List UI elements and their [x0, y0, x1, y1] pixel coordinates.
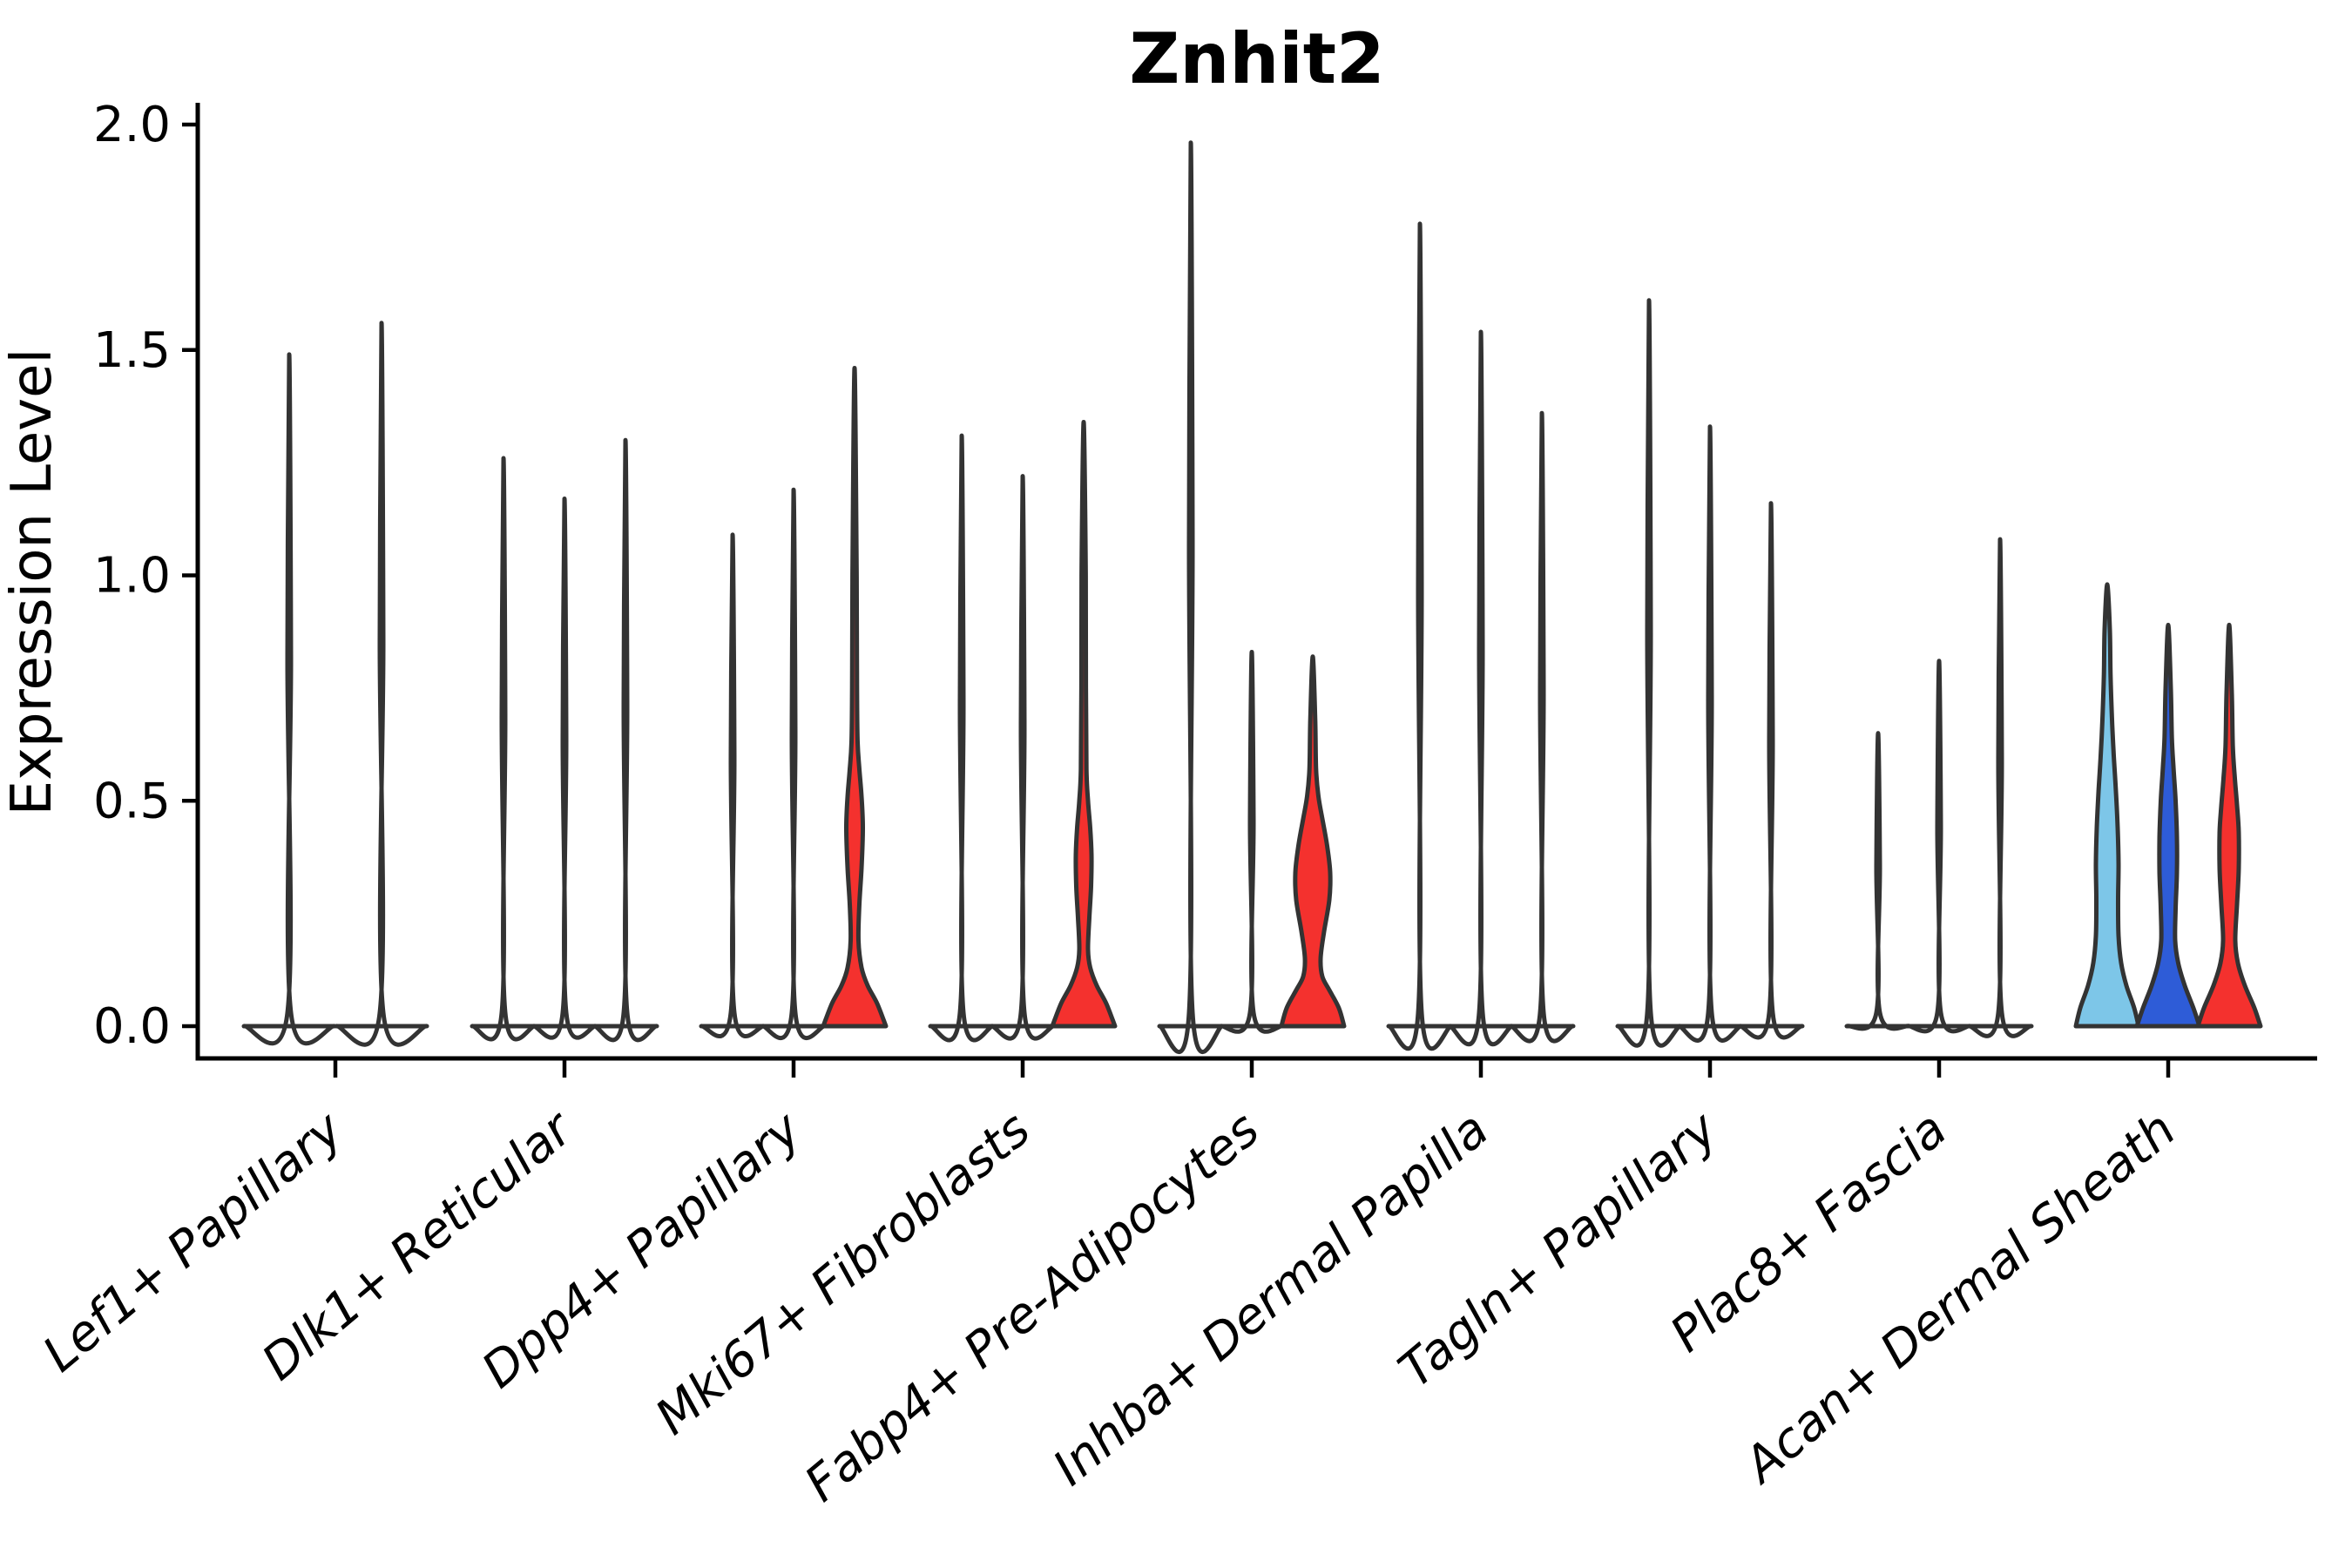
y-tick-label: 2.0	[93, 97, 171, 153]
violin-layer	[241, 140, 2263, 1055]
x-tick-label: Fabp4+ Pre-Adipocytes	[794, 1101, 1270, 1513]
violin-plac8-2	[1905, 659, 1973, 1034]
y-tick-label: 1.5	[93, 322, 171, 379]
violin-dpp4-3	[821, 366, 889, 1029]
violin-acan-3	[2195, 622, 2263, 1029]
violin-plac8-1	[1844, 731, 1912, 1031]
x-tick-label: Acan+ Dermal Sheath	[1732, 1101, 2186, 1496]
violin-acan-2	[2134, 622, 2202, 1029]
violin-dpp4-1	[699, 532, 767, 1038]
violin-inhba-1	[1386, 221, 1454, 1051]
violin-tagln-1	[1615, 298, 1683, 1048]
violin-tagln-2	[1676, 424, 1744, 1043]
y-tick-label: 1.0	[93, 548, 171, 605]
y-axis-label: Expression Level	[0, 348, 64, 816]
violin-plac8-3	[1966, 537, 2034, 1038]
violin-lef1-2	[334, 321, 429, 1047]
violin-inhba-2	[1447, 329, 1515, 1047]
y-tick-label: 0.5	[93, 773, 171, 829]
y-tick-label: 0.0	[93, 998, 171, 1055]
violin-fabp4-2	[1218, 650, 1286, 1034]
violin-mki67-1	[928, 433, 996, 1043]
violin-inhba-3	[1508, 410, 1576, 1044]
violin-acan-1	[2073, 582, 2141, 1029]
x-tick-label: Inhba+ Dermal Papilla	[1043, 1101, 1499, 1497]
violin-dpp4-2	[760, 487, 828, 1040]
violin-fabp4-3	[1279, 654, 1347, 1029]
x-tick-label: Mki67+ Fibroblasts	[645, 1101, 1041, 1446]
chart-title: Znhit2	[1129, 18, 1384, 99]
violin-mki67-2	[989, 474, 1057, 1041]
violin-tagln-3	[1737, 501, 1805, 1040]
violin-dlk1-1	[470, 456, 537, 1042]
violin-mki67-3	[1050, 420, 1118, 1029]
violin-dlk1-3	[591, 437, 659, 1043]
violin-lef1-1	[241, 352, 337, 1046]
violin-dlk1-2	[531, 497, 598, 1040]
violin-fabp4-1	[1157, 140, 1225, 1055]
